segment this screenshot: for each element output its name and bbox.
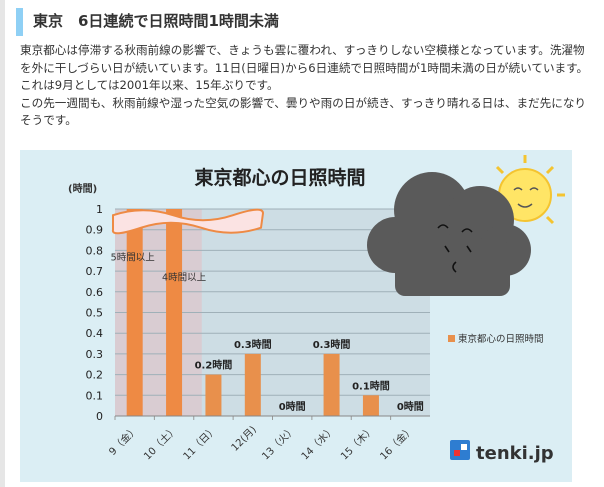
data-label: 0.1時間 — [352, 379, 390, 392]
cloud-icon — [367, 172, 531, 296]
paragraph: 東京都心は停滞する秋雨前線の影響で、きょうも雲に覆われ、すっきりしない空模様とな… — [20, 43, 589, 92]
bar — [323, 353, 340, 416]
x-tick-label: 12(月) — [229, 424, 259, 454]
y-tick-label: 0.5 — [86, 307, 104, 320]
legend-label: 東京都心の日照時間 — [458, 333, 544, 345]
heading-accent-bar — [16, 8, 23, 36]
tenki-logo-text: tenki.jp — [476, 443, 554, 464]
chart-image: 東京都心の日照時間 (時間) 0 0.1 0.2 0.3 0.4 0.5 0.6 0.7 0.8… — [20, 150, 572, 482]
cloud-sun-illustration — [367, 155, 565, 296]
data-label: 5時間以上 — [111, 253, 156, 264]
chart-title: 東京都心の日照時間 — [194, 166, 365, 189]
data-label: 4時間以上 — [162, 273, 207, 284]
legend-swatch — [448, 335, 455, 342]
data-label: 0.3時間 — [313, 338, 351, 351]
bar — [126, 209, 143, 416]
axis-break-ribbon — [111, 208, 265, 235]
article-body: 東京都心は停滞する秋雨前線の影響で、きょうも雲に覆われ、すっきりしない空模様とな… — [20, 42, 595, 130]
data-label: 0時間 — [279, 400, 306, 413]
x-tick-label: 14（水） — [299, 424, 338, 463]
x-tick-label: 16（金） — [377, 423, 416, 462]
y-tick-label: 0.6 — [86, 286, 104, 299]
legend: 東京都心の日照時間 — [448, 333, 544, 345]
data-label: 0.2時間 — [195, 359, 233, 372]
y-axis-label: (時間) — [68, 182, 97, 195]
bar — [362, 395, 379, 416]
tenki-logo: tenki.jp — [450, 440, 554, 464]
y-tick-label: 0.4 — [86, 327, 104, 340]
data-label: 0.3時間 — [234, 338, 272, 351]
data-label: 0時間 — [397, 400, 424, 413]
y-tick-label: 0.9 — [86, 224, 104, 237]
y-tick-label: 0 — [96, 410, 103, 423]
article-title: 東京 6日連続で日照時間1時間未満 — [33, 12, 279, 30]
bar — [166, 209, 183, 416]
y-tick-label: 0.8 — [86, 244, 104, 257]
bar — [205, 374, 222, 416]
page-margin — [0, 0, 5, 487]
x-tick-label: 13（火） — [260, 424, 299, 463]
y-tick-label: 0.7 — [86, 265, 104, 278]
chart-svg: 東京都心の日照時間 (時間) 0 0.1 0.2 0.3 0.4 0.5 0.6 0.7 0.8… — [68, 155, 565, 464]
x-tick-label: 11（日） — [181, 424, 220, 463]
sun-icon — [495, 155, 565, 225]
y-tick-label: 0.3 — [86, 348, 104, 361]
x-tick-label: 10（土） — [141, 423, 180, 462]
x-tick-label: 9（金） — [106, 423, 141, 458]
x-tick-label: 15（木） — [338, 424, 377, 463]
bar — [244, 353, 261, 416]
paragraph: この先一週間も、秋雨前線や湿った空気の影響で、曇りや雨の日が続き、すっきり晴れる… — [20, 95, 587, 128]
y-tick-label: 0.1 — [86, 389, 104, 402]
y-tick-label: 0.2 — [86, 369, 104, 382]
y-tick-label: 1 — [96, 203, 103, 216]
